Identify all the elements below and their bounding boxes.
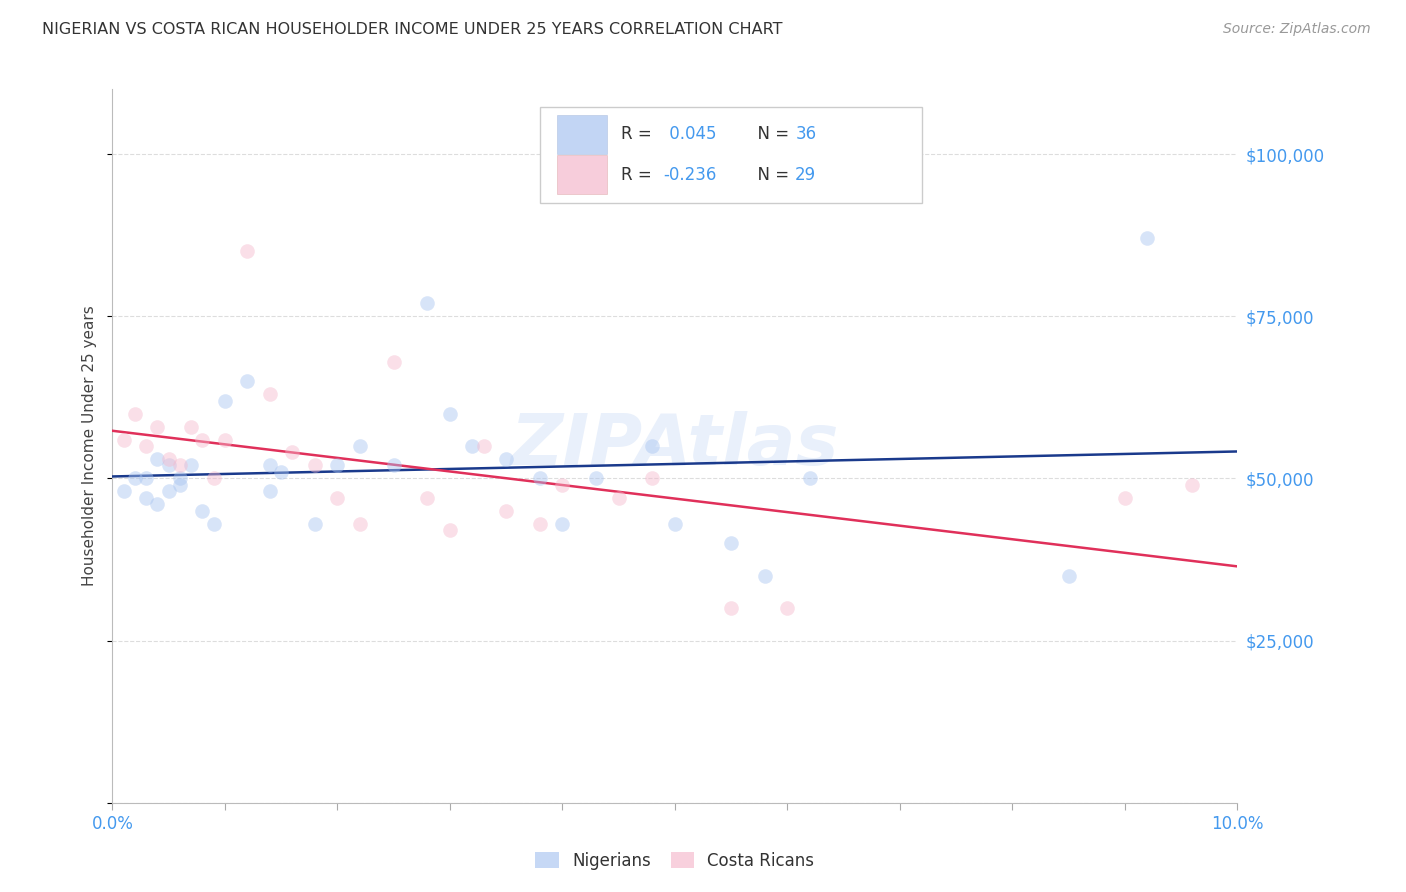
Point <box>382 354 405 368</box>
Point <box>202 516 225 531</box>
Point <box>472 439 495 453</box>
Point <box>799 471 821 485</box>
Point <box>754 568 776 582</box>
Text: N =: N = <box>747 125 794 143</box>
Point <box>202 471 225 485</box>
Point <box>124 471 146 485</box>
Point <box>529 516 551 531</box>
Point <box>259 458 281 473</box>
Point <box>157 484 180 499</box>
Point <box>146 497 169 511</box>
Point <box>1057 568 1080 582</box>
Point <box>439 407 461 421</box>
Point <box>157 458 180 473</box>
Point <box>169 471 191 485</box>
Point <box>416 296 439 310</box>
Text: Source: ZipAtlas.com: Source: ZipAtlas.com <box>1223 22 1371 37</box>
Point <box>214 393 236 408</box>
Y-axis label: Householder Income Under 25 years: Householder Income Under 25 years <box>82 306 97 586</box>
Text: NIGERIAN VS COSTA RICAN HOUSEHOLDER INCOME UNDER 25 YEARS CORRELATION CHART: NIGERIAN VS COSTA RICAN HOUSEHOLDER INCO… <box>42 22 783 37</box>
Point <box>146 452 169 467</box>
Text: ZIPAtlas: ZIPAtlas <box>510 411 839 481</box>
FancyBboxPatch shape <box>557 155 607 194</box>
Point <box>585 471 607 485</box>
Point <box>157 452 180 467</box>
Point <box>259 484 281 499</box>
Point <box>236 244 259 259</box>
Point <box>349 439 371 453</box>
Point <box>191 433 214 447</box>
Text: R =: R = <box>621 125 657 143</box>
Point <box>169 458 191 473</box>
Point <box>1114 491 1136 505</box>
Point <box>326 491 349 505</box>
Point <box>180 419 202 434</box>
Text: -0.236: -0.236 <box>664 166 717 184</box>
Point <box>720 536 742 550</box>
Point <box>236 374 259 388</box>
Point <box>439 524 461 538</box>
Point <box>495 452 517 467</box>
Point <box>664 516 686 531</box>
Point <box>169 478 191 492</box>
Point <box>135 491 157 505</box>
Point <box>461 439 484 453</box>
Point <box>191 504 214 518</box>
Text: N =: N = <box>747 166 794 184</box>
Point <box>326 458 349 473</box>
Point <box>135 471 157 485</box>
Point <box>382 458 405 473</box>
FancyBboxPatch shape <box>557 114 607 153</box>
Point <box>416 491 439 505</box>
Point <box>304 516 326 531</box>
Point <box>349 516 371 531</box>
Point <box>776 601 799 615</box>
Text: R =: R = <box>621 166 657 184</box>
Text: 0.045: 0.045 <box>664 125 716 143</box>
Point <box>112 433 135 447</box>
Text: 29: 29 <box>796 166 817 184</box>
Point <box>529 471 551 485</box>
Point <box>720 601 742 615</box>
Point <box>146 419 169 434</box>
Point <box>551 516 574 531</box>
Point <box>124 407 146 421</box>
Point <box>1181 478 1204 492</box>
Point <box>641 439 664 453</box>
Point <box>281 445 304 459</box>
Legend: Nigerians, Costa Ricans: Nigerians, Costa Ricans <box>529 846 821 877</box>
Point <box>641 471 664 485</box>
Point <box>214 433 236 447</box>
Point <box>135 439 157 453</box>
Point <box>495 504 517 518</box>
Point <box>607 491 630 505</box>
Point <box>1136 231 1159 245</box>
Point <box>259 387 281 401</box>
Point <box>551 478 574 492</box>
Text: 36: 36 <box>796 125 817 143</box>
Point <box>112 484 135 499</box>
Point <box>180 458 202 473</box>
Point <box>304 458 326 473</box>
Point <box>270 465 292 479</box>
FancyBboxPatch shape <box>540 107 922 203</box>
